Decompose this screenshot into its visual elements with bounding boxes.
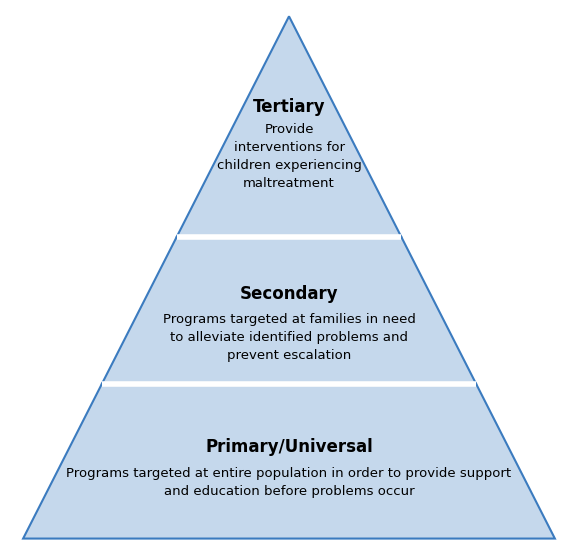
Text: Primary/Universal: Primary/Universal	[205, 438, 373, 456]
Text: Secondary: Secondary	[240, 285, 338, 303]
Polygon shape	[102, 237, 476, 384]
Polygon shape	[177, 16, 401, 237]
Text: Programs targeted at entire population in order to provide support
and education: Programs targeted at entire population i…	[66, 467, 512, 498]
Text: Tertiary: Tertiary	[253, 98, 325, 116]
Polygon shape	[23, 384, 555, 539]
Text: Programs targeted at families in need
to alleviate identified problems and
preve: Programs targeted at families in need to…	[162, 313, 416, 362]
Text: Provide
interventions for
children experiencing
maltreatment: Provide interventions for children exper…	[217, 123, 361, 190]
